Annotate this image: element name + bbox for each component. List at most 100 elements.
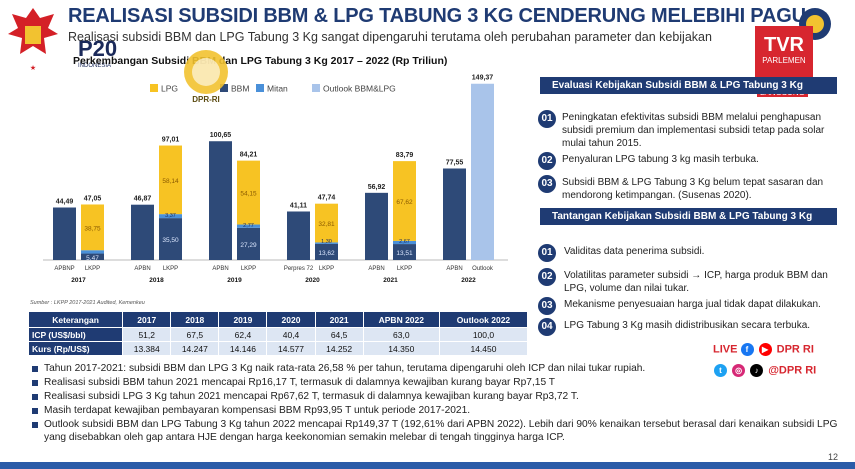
chart-bars: [43, 83, 508, 261]
tantangan-number-badge: 03: [538, 297, 556, 315]
bbm-value-label: 35,50: [162, 237, 179, 244]
evaluasi-item-text: Peningkatan efektivitas subsidi BBM mela…: [562, 112, 825, 149]
tvr-logo-sub: PARLEMEN: [762, 56, 806, 65]
twitter-icon: t: [714, 364, 727, 377]
bar-2019-LKPP-lpg: [237, 160, 260, 225]
legend-label-0: LPG: [161, 84, 178, 94]
macro-header-6: APBN 2022: [362, 311, 440, 328]
table-cell: 51,2: [122, 327, 172, 342]
instagram-icon: ◎: [732, 364, 746, 377]
macro-table: Keterangan 2017 2018 2019 2020 2021 APBN 2022 O…: [27, 311, 529, 356]
tantangan-item-text: Volatilitas parameter subsidi → ICP, har…: [564, 270, 828, 294]
subsidy-chart: LPG BBM Mitan Outlook BBM&LPG 44,49 APBNP 47,…: [43, 75, 508, 284]
bar-2020-LKPP-bbm: [315, 243, 338, 260]
bar-category-label: LKPP: [397, 266, 412, 272]
macro-header-0: Keterangan: [27, 311, 124, 328]
macro-header-3: 2019: [218, 311, 268, 328]
tantangan-heading: Tantangan Kebijakan Subsidi BBM & LPG Ta…: [540, 208, 837, 225]
p20-logo: P20: [78, 36, 118, 61]
legend-swatch-1: [220, 84, 228, 92]
social-handles: t ◎ ♪ @DPR RI: [714, 364, 816, 377]
summary-bullets: Tahun 2017-2021: subsidi BBM dan LPG 3 K…: [30, 362, 840, 445]
year-label: 2018: [149, 277, 164, 284]
macro-header-1: 2017: [122, 311, 172, 328]
tantangan-number-badge: 01: [538, 244, 556, 262]
chart-title: Perkembangan Subsidi BBM dan LPG Tabung …: [73, 55, 448, 67]
evaluasi-number-badge: 02: [538, 152, 556, 170]
bar-2022-APBN-bbm: [443, 168, 466, 260]
bar-2018-LKPP-bbm: [159, 218, 182, 260]
live-label: LIVE: [713, 343, 738, 356]
tantangan-number-badge: 02: [538, 268, 556, 286]
bar-2022-Outlook-outlook: [471, 83, 494, 260]
bbm-value-label: 13,62: [318, 250, 335, 257]
page-number: 12: [828, 452, 839, 462]
bar-2018-LKPP-lpg: [159, 145, 182, 215]
evaluasi-number-badge: 03: [538, 175, 556, 193]
table-cell: 100,0: [438, 327, 529, 342]
bar-category-label: APBN: [134, 266, 150, 272]
legend-swatch-0: [150, 84, 158, 92]
bbm-value-label: 27,29: [240, 242, 257, 249]
mitan-value-label: 2,67: [399, 239, 410, 245]
table-cell: 67,5: [170, 327, 220, 342]
bar-2020-LKPP-mitan: [315, 242, 338, 244]
lpg-value-label: 54,15: [240, 191, 257, 198]
summary-bullet: Masih terdapat kewajiban pembayaran komp…: [30, 404, 840, 417]
live-badge: LIVE f ▶ DPR RI: [713, 343, 814, 356]
evaluasi-item-text: Penyaluran LPG tabung 3 kg masih terbuka…: [562, 154, 759, 165]
mitan-value-label: 3,37: [165, 213, 176, 219]
row-label: ICP (US$/bbl): [27, 327, 124, 342]
chart-legend: LPG BBM Mitan Outlook BBM&LPG: [150, 84, 396, 94]
table-cell: 13.384: [122, 341, 172, 356]
bar-total-label: 97,01: [162, 137, 180, 144]
bar-total-label: 83,79: [396, 152, 414, 159]
year-label: 2021: [383, 277, 398, 284]
legend-label-3: Outlook BBM&LPG: [323, 84, 396, 94]
table-cell: 40,4: [266, 327, 316, 342]
lpg-value-label: 67,62: [396, 199, 413, 206]
lpg-value-label: 38,75: [84, 225, 101, 232]
summary-bullet: Outlook subsidi BBM dan LPG Tabung 3 Kg …: [30, 418, 840, 444]
tantangan-item-text: LPG Tabung 3 Kg masih didistribusikan se…: [564, 320, 811, 331]
bar-2021-APBN-bbm: [365, 192, 388, 260]
bar-2019-LKPP-mitan: [237, 224, 260, 228]
table-cell: 62,4: [218, 327, 268, 342]
tantangan-item-text: Mekanisme penyesuaian harga jual tidak d…: [564, 299, 821, 310]
page-title: REALISASI SUBSIDI BBM & LPG TABUNG 3 KG …: [68, 5, 806, 27]
page-subtitle: Realisasi subsidi BBM dan LPG Tabung 3 K…: [68, 30, 712, 44]
tvr-logo-text: TVR: [764, 34, 804, 56]
bar-total-label: 149,37: [472, 75, 494, 82]
mitan-value-label: 1,30: [321, 239, 332, 245]
bar-2017-APBNP-bbm: [53, 207, 76, 260]
macro-header-2: 2018: [170, 311, 220, 328]
bar-2019-LKPP-bbm: [237, 227, 260, 260]
bar-2021-LKPP-mitan: [393, 240, 416, 245]
bar-total-label: 77,55: [446, 159, 464, 166]
tiktok-icon: ♪: [750, 364, 764, 377]
facebook-icon: f: [740, 343, 754, 356]
bar-total-label: 100,65: [210, 132, 232, 139]
lpg-value-label: 58,14: [162, 178, 179, 185]
bar-2020-Perpres 72-bbm: [287, 211, 310, 260]
legend-label-1: BBM: [231, 84, 249, 94]
bar-2019-APBN-bbm: [209, 141, 232, 260]
table-row: Kurs (Rp/US$) 13.384 14.247 14.146 14.577 14.…: [27, 341, 529, 356]
source-note: Sumber : LKPP 2017-2021 Audited, Kemenke…: [30, 300, 145, 306]
summary-bullet: Tahun 2017-2021: subsidi BBM dan LPG 3 K…: [30, 362, 840, 375]
svg-text:★: ★: [30, 64, 36, 72]
dpr-seal-text: DPR-RI: [192, 95, 220, 104]
bar-total-label: 44,49: [56, 199, 74, 206]
bar-total-label: 47,74: [318, 195, 336, 202]
table-cell: 14.247: [170, 341, 220, 356]
table-cell: 14.146: [218, 341, 268, 356]
bbm-value-label: 13,51: [396, 250, 413, 257]
bar-2017-LKPP-bbm: [81, 253, 104, 260]
evaluasi-item-text: Subsidi BBM & LPG Tabung 3 Kg belum tepa…: [562, 177, 824, 201]
bar-2017-LKPP-lpg: [81, 204, 104, 251]
youtube-icon: ▶: [758, 343, 772, 356]
bar-category-label: APBN: [446, 266, 462, 272]
table-row: ICP (US$/bbl) 51,2 67,5 62,4 40,4 64,5 63,0 100…: [27, 327, 529, 342]
bar-2021-LKPP-lpg: [393, 161, 416, 241]
bar-2018-APBN-bbm: [131, 204, 154, 260]
